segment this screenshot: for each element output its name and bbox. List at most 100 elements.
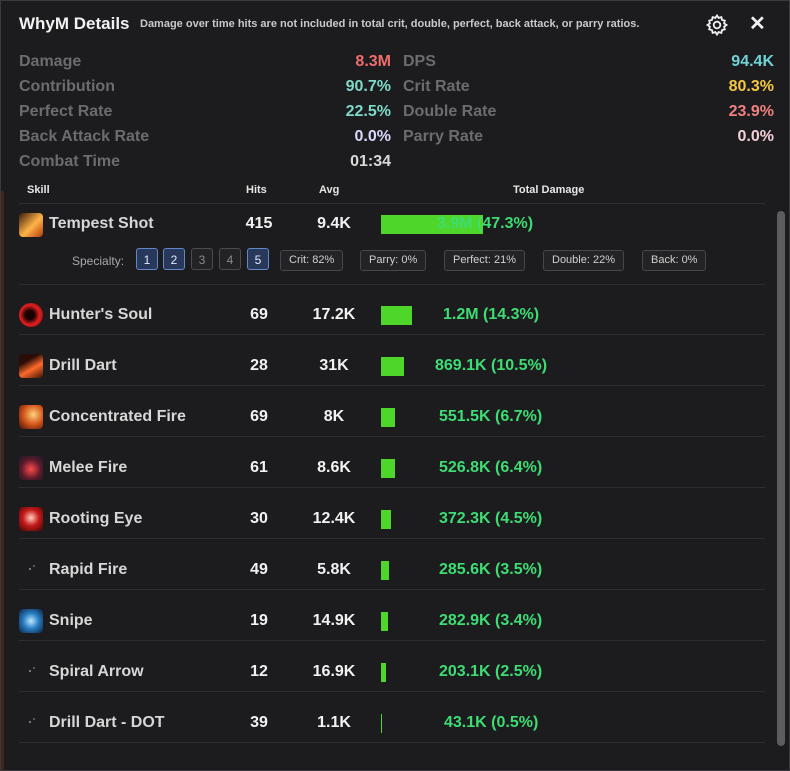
skill-hits: 61 bbox=[250, 459, 268, 476]
skill-avg: 12.4K bbox=[312, 510, 356, 527]
skill-avg: 16.9K bbox=[312, 663, 356, 680]
table-row[interactable]: Rapid Fire 49 5.8K 285.6K (3.5%) bbox=[19, 539, 765, 590]
window-edge bbox=[1, 191, 4, 770]
column-header-avg[interactable]: Avg bbox=[319, 184, 340, 196]
table-row[interactable]: Rooting Eye 30 12.4K 372.3K (4.5%) bbox=[19, 488, 765, 539]
parry-rate-value: 0.0% bbox=[737, 128, 774, 145]
melee-fire-icon bbox=[19, 456, 43, 480]
damage-value: 8.3M bbox=[355, 53, 391, 70]
specialty-stat-chip: Crit: 82% bbox=[280, 250, 344, 271]
damage-bar bbox=[381, 663, 386, 682]
table-row[interactable]: Drill Dart - DOT 39 1.1K 43.1K (0.5%) bbox=[19, 692, 765, 743]
specialty-stat-chip: Double: 22% bbox=[543, 250, 624, 271]
parry-rate-label: Parry Rate bbox=[403, 128, 484, 145]
skill-hits: 49 bbox=[250, 561, 268, 578]
rapid-fire-icon bbox=[19, 558, 43, 582]
specialty-stat-chip: Back: 0% bbox=[642, 250, 707, 271]
specialty-button-4[interactable]: 4 bbox=[219, 248, 241, 270]
skill-hits: 28 bbox=[250, 357, 268, 374]
specialty-stat-chip: Perfect: 21% bbox=[444, 250, 525, 271]
skill-name: Drill Dart - DOT bbox=[49, 714, 165, 731]
skill-name: Rooting Eye bbox=[49, 510, 143, 527]
drill-dart-icon bbox=[19, 354, 43, 378]
skill-name: Tempest Shot bbox=[49, 215, 154, 232]
skill-total-damage: 3.9M (47.3%) bbox=[437, 215, 534, 232]
skill-total-damage: 526.8K (6.4%) bbox=[439, 459, 543, 476]
skill-name: Snipe bbox=[49, 612, 93, 629]
combat-time-label: Combat Time bbox=[19, 153, 121, 170]
concentrated-fire-icon bbox=[19, 405, 43, 429]
skill-avg: 5.8K bbox=[317, 561, 351, 578]
skill-avg: 1.1K bbox=[317, 714, 351, 731]
skill-total-damage: 285.6K (3.5%) bbox=[439, 561, 543, 578]
snipe-icon bbox=[19, 609, 43, 633]
skill-total-damage: 869.1K (10.5%) bbox=[435, 357, 548, 374]
rooting-eye-icon bbox=[19, 507, 43, 531]
damage-bar bbox=[381, 459, 395, 478]
dps-label: DPS bbox=[403, 53, 436, 70]
back-attack-rate-label: Back Attack Rate bbox=[19, 128, 150, 145]
gear-icon[interactable] bbox=[705, 13, 729, 37]
combat-time-value: 01:34 bbox=[350, 153, 391, 170]
table-row[interactable]: Melee Fire 61 8.6K 526.8K (6.4%) bbox=[19, 437, 765, 488]
damage-bar bbox=[381, 510, 391, 529]
damage-bar bbox=[381, 714, 382, 733]
skill-avg: 8K bbox=[323, 408, 345, 425]
damage-bar bbox=[381, 561, 389, 580]
skill-hits: 30 bbox=[250, 510, 268, 527]
spiral-arrow-icon bbox=[19, 660, 43, 684]
column-header-hits[interactable]: Hits bbox=[246, 184, 267, 196]
close-button[interactable]: ✕ bbox=[749, 13, 766, 35]
window-subtitle: Damage over time hits are not included i… bbox=[140, 18, 640, 30]
hunters-soul-icon bbox=[19, 303, 43, 327]
skill-name: Melee Fire bbox=[49, 459, 128, 476]
skill-hits: 19 bbox=[250, 612, 268, 629]
scrollbar[interactable] bbox=[777, 211, 785, 746]
table-row[interactable]: Tempest Shot 4 1 5 9.4K 3.9M (47.3%) bbox=[19, 204, 765, 285]
specialty-button-1[interactable]: 1 bbox=[136, 248, 158, 270]
crit-rate-label: Crit Rate bbox=[403, 78, 470, 95]
skill-avg: 14.9K bbox=[312, 612, 356, 629]
skill-total-damage: 282.9K (3.4%) bbox=[439, 612, 543, 629]
specialty-button-3[interactable]: 3 bbox=[191, 248, 213, 270]
skill-hits: 69 bbox=[250, 408, 268, 425]
title-bar: WhyM Details Damage over time hits are n… bbox=[1, 1, 789, 47]
damage-bar bbox=[381, 408, 395, 427]
crit-rate-value: 80.3% bbox=[728, 78, 774, 95]
skill-total-damage: 43.1K (0.5%) bbox=[444, 714, 539, 731]
table-row[interactable]: Drill Dart 28 31K 869.1K (10.5%) bbox=[19, 335, 765, 386]
table-row[interactable]: Snipe 19 14.9K 282.9K (3.4%) bbox=[19, 590, 765, 641]
specialty-button-2[interactable]: 2 bbox=[163, 248, 185, 270]
header-divider bbox=[19, 203, 765, 204]
skill-hits: 39 bbox=[250, 714, 268, 731]
skill-name: Drill Dart bbox=[49, 357, 117, 374]
specialty-stat-chip: Parry: 0% bbox=[360, 250, 427, 271]
skill-avg: 31K bbox=[319, 357, 349, 374]
contribution-value: 90.7% bbox=[345, 78, 391, 95]
table-row[interactable]: Spiral Arrow 12 16.9K 203.1K (2.5%) bbox=[19, 641, 765, 692]
drill-dart-dot-icon bbox=[19, 711, 43, 735]
column-header-total-damage[interactable]: Total Damage bbox=[513, 184, 585, 196]
damage-bar bbox=[381, 357, 404, 376]
column-header-skill[interactable]: Skill bbox=[27, 184, 50, 196]
perfect-rate-value: 22.5% bbox=[345, 103, 391, 120]
table-row[interactable]: Concentrated Fire 69 8K 551.5K (6.7%) bbox=[19, 386, 765, 437]
skill-total-damage: 203.1K (2.5%) bbox=[439, 663, 543, 680]
skill-name: Concentrated Fire bbox=[49, 408, 186, 425]
damage-bar bbox=[381, 306, 412, 325]
perfect-rate-label: Perfect Rate bbox=[19, 103, 113, 120]
skill-hits: 69 bbox=[250, 306, 268, 323]
back-attack-rate-value: 0.0% bbox=[354, 128, 391, 145]
damage-bar bbox=[381, 612, 388, 631]
table-row[interactable]: Hunter's Soul 69 17.2K 1.2M (14.3%) bbox=[19, 284, 765, 335]
specialty-label: Specialty: bbox=[72, 254, 125, 268]
damage-label: Damage bbox=[19, 53, 82, 70]
skill-total-damage: 551.5K (6.7%) bbox=[439, 408, 543, 425]
specialty-button-5[interactable]: 5 bbox=[247, 248, 269, 270]
skill-total-damage: 1.2M (14.3%) bbox=[443, 306, 540, 323]
skill-avg: 17.2K bbox=[312, 306, 356, 323]
skill-avg: 8.6K bbox=[317, 459, 351, 476]
skill-avg: 9.4K bbox=[317, 215, 351, 232]
skill-name: Hunter's Soul bbox=[49, 306, 153, 323]
